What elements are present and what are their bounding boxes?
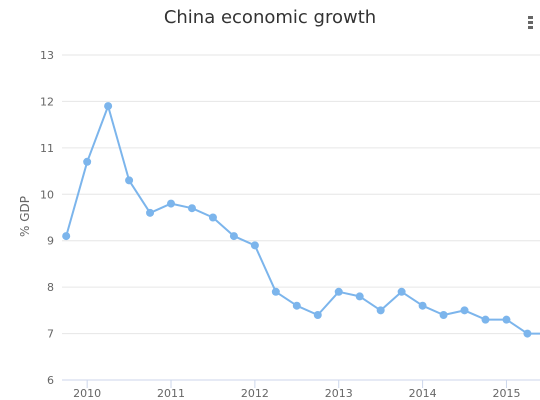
- y-tick-label: 9: [47, 235, 54, 248]
- data-point: [481, 315, 490, 324]
- y-tick-label: 8: [47, 281, 54, 294]
- data-point: [439, 311, 448, 319]
- data-point: [208, 213, 217, 222]
- series-line: [65, 105, 540, 335]
- data-point: [104, 102, 113, 111]
- data-point: [125, 176, 134, 185]
- data-point: [397, 287, 406, 296]
- x-tick-label: 2011: [157, 387, 185, 400]
- data-point: [460, 306, 469, 315]
- data-point: [313, 311, 322, 319]
- y-tick-label: 6: [47, 374, 54, 387]
- data-point: [62, 232, 71, 241]
- chart-title: China economic growth: [163, 7, 377, 28]
- x-tick-label: 2010: [73, 387, 101, 400]
- y-tick-label: 12: [40, 95, 54, 108]
- data-point: [376, 306, 385, 315]
- data-point: [250, 241, 259, 250]
- data-point: [502, 315, 511, 324]
- data-point: [523, 329, 532, 338]
- y-tick-label: 13: [40, 49, 54, 62]
- data-point: [418, 301, 427, 310]
- data-point: [167, 199, 176, 208]
- data-point: [355, 292, 364, 301]
- x-tick-label: 2012: [241, 387, 269, 400]
- data-point: [187, 204, 196, 213]
- x-tick-label: 2014: [409, 387, 437, 400]
- x-tick-label: 2013: [325, 387, 353, 400]
- data-point: [292, 301, 301, 310]
- data-point: [334, 287, 343, 296]
- data-point: [229, 232, 238, 241]
- y-tick-label: 10: [40, 188, 54, 201]
- data-point: [146, 208, 155, 217]
- x-tick-label: 2015: [492, 387, 520, 400]
- chart-menu-icon[interactable]: [528, 16, 534, 34]
- data-point: [83, 157, 92, 166]
- y-tick-label: 11: [40, 142, 54, 155]
- y-tick-label: 7: [47, 328, 54, 341]
- data-point: [271, 287, 280, 296]
